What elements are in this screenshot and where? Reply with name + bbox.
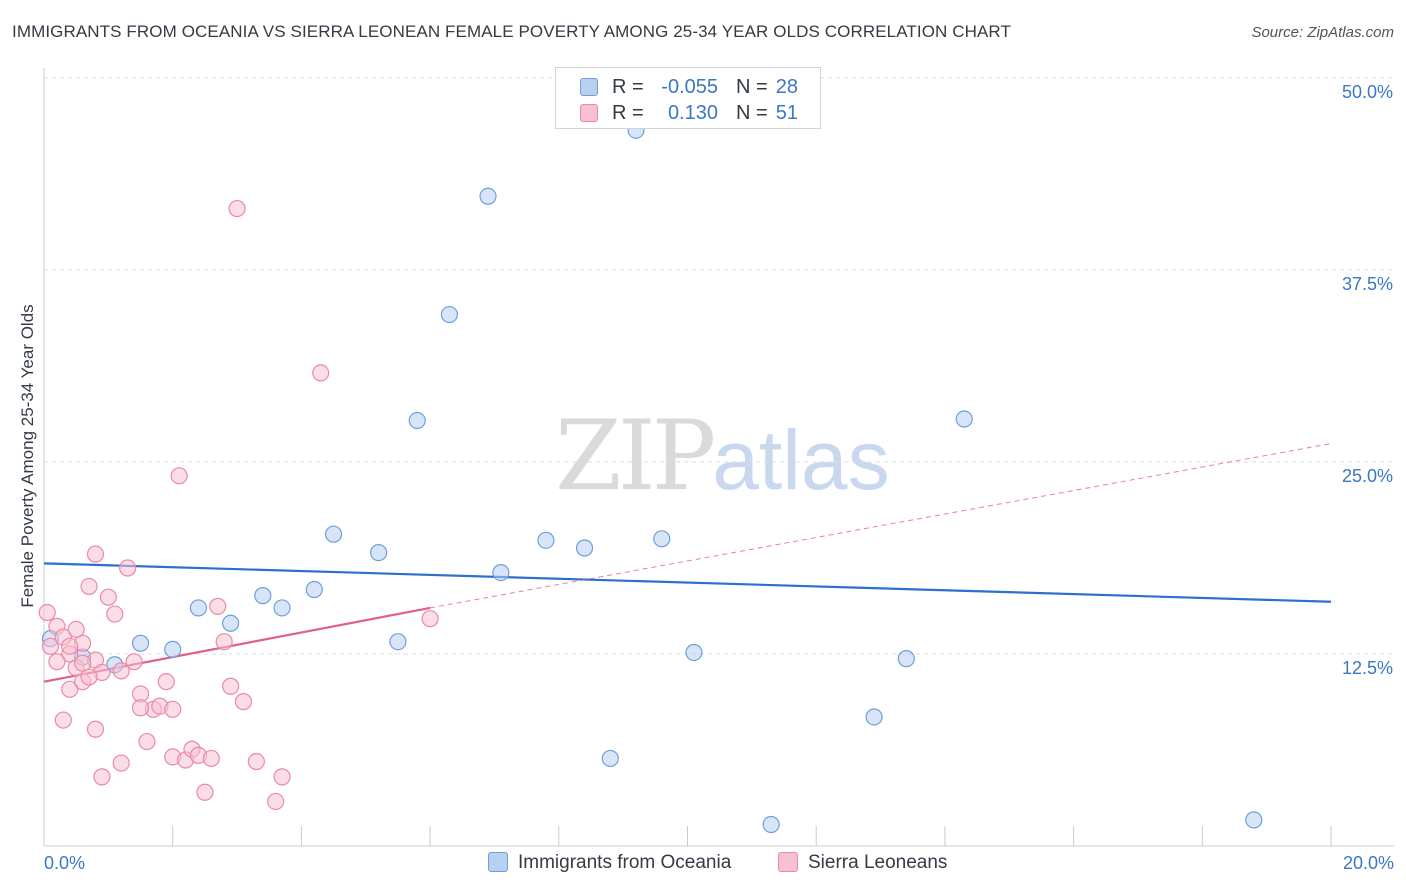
- pink-swatch: [580, 104, 598, 122]
- sierra-leone-point: [61, 637, 79, 655]
- sierra-leone-point: [41, 637, 60, 655]
- sierra-leone-point: [247, 752, 265, 771]
- r-label: R =: [612, 76, 644, 98]
- sierra-leone-point: [196, 783, 214, 801]
- oceania-point: [254, 587, 272, 605]
- chart-title: IMMIGRANTS FROM OCEANIA VS SIERRA LEONEA…: [12, 22, 1011, 41]
- oceania-point: [537, 531, 555, 549]
- oceania-point: [897, 650, 915, 668]
- sierra-leone-point: [131, 699, 150, 717]
- blue-swatch: [488, 852, 508, 872]
- oceania-point: [479, 187, 497, 205]
- oceania-point: [408, 411, 426, 430]
- sierra-leone-point: [215, 633, 233, 651]
- oceania-point: [189, 599, 208, 617]
- oceania-point: [370, 544, 388, 562]
- y-tick-label: 50.0%: [1342, 82, 1393, 102]
- sierra-leone-point: [54, 711, 72, 729]
- oceania-point: [492, 563, 510, 582]
- sierra-leone-point: [157, 673, 175, 691]
- y-tick-label: 25.0%: [1342, 466, 1393, 486]
- oceania-point: [389, 633, 407, 651]
- sierra-leone-point: [267, 792, 285, 811]
- r-label: R =: [612, 102, 644, 124]
- legend-row-sierra-leone: R = 0.130 N = 51: [556, 100, 820, 126]
- sierra-leone-point: [106, 605, 124, 623]
- n-value: 51: [775, 102, 798, 124]
- sierra-leone-point: [86, 545, 105, 563]
- r-value: 0.130: [667, 102, 718, 124]
- oceania-point: [762, 815, 780, 834]
- sierra-leone-point: [67, 620, 85, 639]
- oceania-point: [575, 539, 594, 557]
- source-credit[interactable]: Source: ZipAtlas.com: [1251, 24, 1394, 41]
- sierra-leone-point: [209, 597, 227, 615]
- sierra-leone-point: [99, 588, 117, 606]
- blue-swatch: [580, 78, 598, 96]
- oceania-point: [955, 410, 973, 428]
- oceania-point: [222, 614, 240, 632]
- sierra-leone-point: [421, 610, 439, 628]
- sierra-leone-point: [80, 668, 98, 686]
- correlation-legend: R = -0.055 N = 28 R = 0.130 N = 51: [555, 67, 821, 129]
- sierra-leone-point: [93, 768, 111, 786]
- tick-labels: 12.5% 25.0% 37.5% 50.0% 0.0% 20.0%: [44, 82, 1394, 873]
- oceania-point: [305, 580, 323, 599]
- legend-item-sierra-leone[interactable]: Sierra Leoneans: [778, 852, 947, 874]
- sierra-leone-point: [38, 603, 56, 622]
- sierra-leone-trend-extension: [430, 443, 1332, 609]
- sierra-leone-point: [74, 654, 92, 672]
- sierra-leone-point: [112, 662, 130, 680]
- trend-lines: [43, 443, 1332, 683]
- oceania-point: [440, 305, 459, 324]
- n-value: 28: [775, 76, 798, 98]
- oceania-trend-line: [43, 562, 1332, 603]
- oceania-point: [865, 708, 883, 726]
- sierra-leone-point: [222, 677, 240, 695]
- n-label: N =: [736, 76, 768, 98]
- oceania-point: [1245, 811, 1263, 829]
- y-tick-label: 12.5%: [1342, 658, 1393, 678]
- sierra-leone-point: [48, 653, 66, 671]
- legend-label: Sierra Leoneans: [808, 852, 948, 873]
- sierra-leone-point: [170, 467, 188, 485]
- watermark-atlas: atlas: [712, 413, 890, 507]
- sierra-leone-point: [112, 754, 130, 772]
- oceania-point: [653, 530, 671, 548]
- r-value: -0.055: [661, 76, 718, 98]
- axes: [43, 68, 1394, 847]
- sierra-leone-point: [228, 199, 246, 218]
- pink-swatch: [778, 852, 798, 872]
- oceania-point: [273, 599, 291, 617]
- sierra-leone-point: [273, 768, 291, 786]
- oceania-point: [164, 640, 182, 658]
- oceania-point: [685, 643, 703, 662]
- oceania-point: [324, 525, 343, 543]
- sierra-leone-point: [312, 364, 330, 382]
- sierra-leone-point: [202, 749, 220, 768]
- legend-row-oceania: R = -0.055 N = 28: [556, 74, 820, 100]
- sierra-leone-point: [61, 680, 79, 698]
- sierra-leone-point: [234, 693, 253, 711]
- sierra-leone-point: [125, 653, 143, 671]
- sierra-leone-point: [86, 720, 105, 738]
- sierra-leone-point: [80, 577, 98, 596]
- oceania-point: [131, 634, 150, 652]
- sierra-leone-point: [119, 559, 137, 577]
- n-label: N =: [736, 102, 768, 124]
- gridlines: [44, 77, 1394, 655]
- y-tick-label: 37.5%: [1342, 274, 1393, 294]
- sierra-leone-point: [138, 732, 156, 751]
- watermark: ZIPatlas: [555, 400, 890, 512]
- legend-item-oceania[interactable]: Immigrants from Oceania: [488, 852, 731, 874]
- watermark-zip: ZIP: [555, 400, 716, 512]
- sierra-leone-point: [164, 700, 182, 718]
- x-tick-label-min: 0.0%: [44, 853, 85, 873]
- oceania-point: [601, 749, 619, 768]
- legend-label: Immigrants from Oceania: [518, 852, 732, 873]
- data-points: [38, 121, 1263, 834]
- x-tick-label-max: 20.0%: [1343, 853, 1394, 873]
